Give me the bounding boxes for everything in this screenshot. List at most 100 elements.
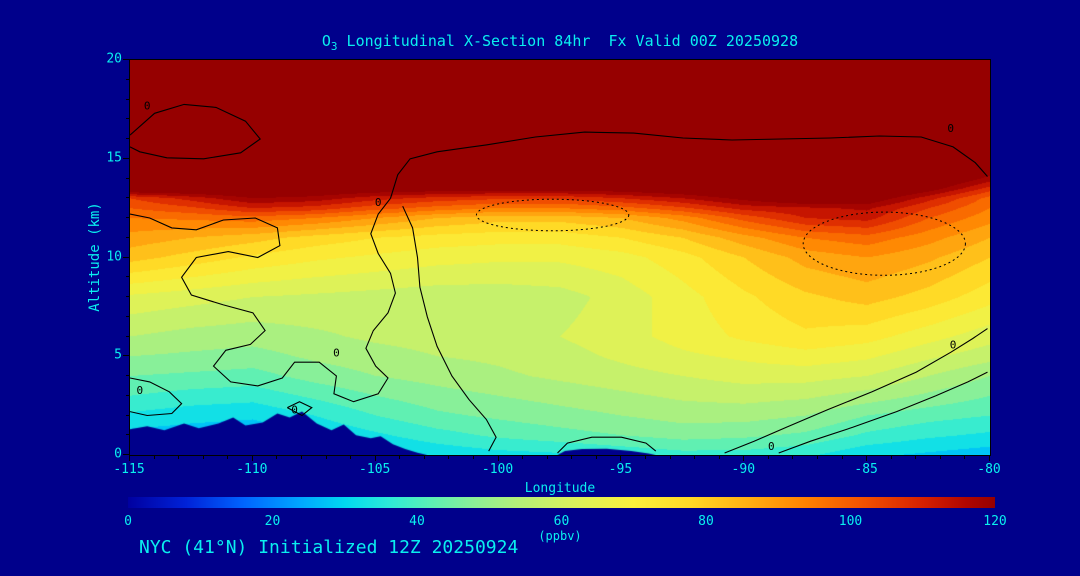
- x-tick: [645, 456, 646, 459]
- contour-line: [389, 131, 988, 199]
- contour-line: [287, 401, 313, 417]
- x-tick: [423, 456, 425, 459]
- y-tick: [126, 414, 129, 416]
- colorbar-tick-label: 20: [264, 514, 281, 529]
- y-tick: [123, 355, 129, 357]
- colorbar-tick-label: 0: [124, 514, 132, 529]
- y-tick-label: 15: [106, 150, 122, 166]
- x-tick: [227, 456, 229, 459]
- x-tick: [792, 456, 794, 459]
- x-tick: [350, 456, 352, 459]
- x-tick: [571, 456, 573, 459]
- contour-line: [557, 436, 657, 454]
- x-tick: [202, 456, 204, 459]
- contour-line: [778, 371, 988, 454]
- x-tick: [743, 456, 745, 461]
- contour-zero-label: 0: [136, 384, 143, 397]
- contour-line: [402, 205, 497, 452]
- contour-zero-label: 0: [291, 404, 298, 417]
- colorbar-tick-label: 100: [838, 514, 863, 529]
- contour-zero-label: 0: [144, 99, 151, 112]
- x-tick: [497, 456, 499, 461]
- y-tick-label: 0: [114, 446, 122, 462]
- x-tick-label: -115: [113, 462, 145, 477]
- x-tick: [620, 456, 622, 461]
- x-tick: [767, 456, 769, 459]
- x-tick: [325, 456, 327, 459]
- y-tick-label: 5: [114, 347, 122, 363]
- x-tick: [964, 456, 966, 459]
- colorbar-tick-label: 80: [698, 514, 714, 529]
- x-tick: [153, 456, 155, 459]
- x-tick-label: -90: [731, 462, 756, 477]
- y-tick: [123, 454, 129, 455]
- x-tick: [374, 456, 376, 461]
- y-tick: [126, 296, 129, 297]
- x-tick: [669, 456, 671, 459]
- x-tick: [694, 456, 696, 459]
- x-tick: [129, 456, 130, 461]
- x-tick: [301, 456, 302, 459]
- x-tick: [276, 456, 278, 459]
- title-text: Longitudinal X-Section 84hr Fx Valid 00Z…: [337, 32, 799, 50]
- x-tick-label: -80: [977, 462, 1001, 477]
- y-tick: [126, 315, 129, 317]
- plot-area: 0 0 0 0 0 0 0 0: [129, 59, 991, 456]
- x-tick: [890, 456, 892, 459]
- title-species: O: [321, 32, 331, 50]
- x-axis-label: Longitude: [524, 481, 596, 496]
- x-tick: [251, 456, 253, 461]
- x-tick: [841, 456, 843, 459]
- y-tick: [123, 59, 129, 60]
- x-tick: [915, 456, 917, 459]
- y-tick: [126, 138, 129, 139]
- x-tick: [989, 456, 990, 461]
- y-tick: [126, 217, 129, 218]
- colorbar-unit-label: (ppbv): [538, 529, 582, 543]
- y-tick: [123, 157, 129, 159]
- x-tick: [546, 456, 548, 459]
- x-tick: [473, 456, 474, 459]
- contour-line: [724, 328, 988, 454]
- y-tick: [126, 375, 129, 376]
- contour-zero-label: 0: [375, 196, 382, 209]
- x-tick: [595, 456, 597, 459]
- contour-line: [130, 197, 396, 403]
- y-tick: [126, 197, 129, 199]
- contour-line: [130, 377, 183, 417]
- x-tick: [399, 456, 401, 459]
- y-tick: [126, 78, 129, 80]
- x-tick: [448, 456, 450, 459]
- y-tick: [126, 276, 129, 278]
- x-tick: [866, 456, 868, 461]
- x-tick-label: -100: [481, 462, 514, 477]
- page-title: O3 Longitudinal X-Section 84hr Fx Valid …: [130, 32, 990, 53]
- x-tick: [178, 456, 180, 459]
- run-info-text: NYC (41°N) Initialized 12Z 20250924: [139, 537, 519, 558]
- dotted-contour: [475, 198, 630, 232]
- y-tick: [123, 256, 129, 258]
- contour-zero-label: 0: [768, 440, 775, 453]
- y-tick: [126, 434, 129, 436]
- x-tick: [718, 456, 720, 459]
- y-tick: [126, 118, 129, 120]
- x-tick-label: -85: [854, 462, 878, 477]
- contour-line: [130, 103, 262, 160]
- heatmap-canvas: [130, 60, 990, 455]
- y-tick: [126, 177, 129, 179]
- colorbar-tick-label: 120: [983, 514, 1007, 529]
- colorbar-tick-label: 40: [409, 514, 425, 529]
- x-tick-label: -110: [236, 462, 268, 477]
- y-tick: [126, 236, 129, 238]
- contour-zero-label: 0: [950, 338, 957, 351]
- title-species-subscript: 3: [330, 40, 338, 53]
- colorbar-tick-label: 60: [553, 514, 570, 529]
- x-tick: [522, 456, 524, 459]
- x-tick: [817, 456, 818, 459]
- y-tick: [126, 335, 129, 337]
- contour-zero-label: 0: [333, 346, 340, 359]
- y-tick-label: 20: [106, 51, 122, 67]
- contour-zero-label: 0: [947, 122, 954, 135]
- x-tick-label: -95: [608, 462, 633, 477]
